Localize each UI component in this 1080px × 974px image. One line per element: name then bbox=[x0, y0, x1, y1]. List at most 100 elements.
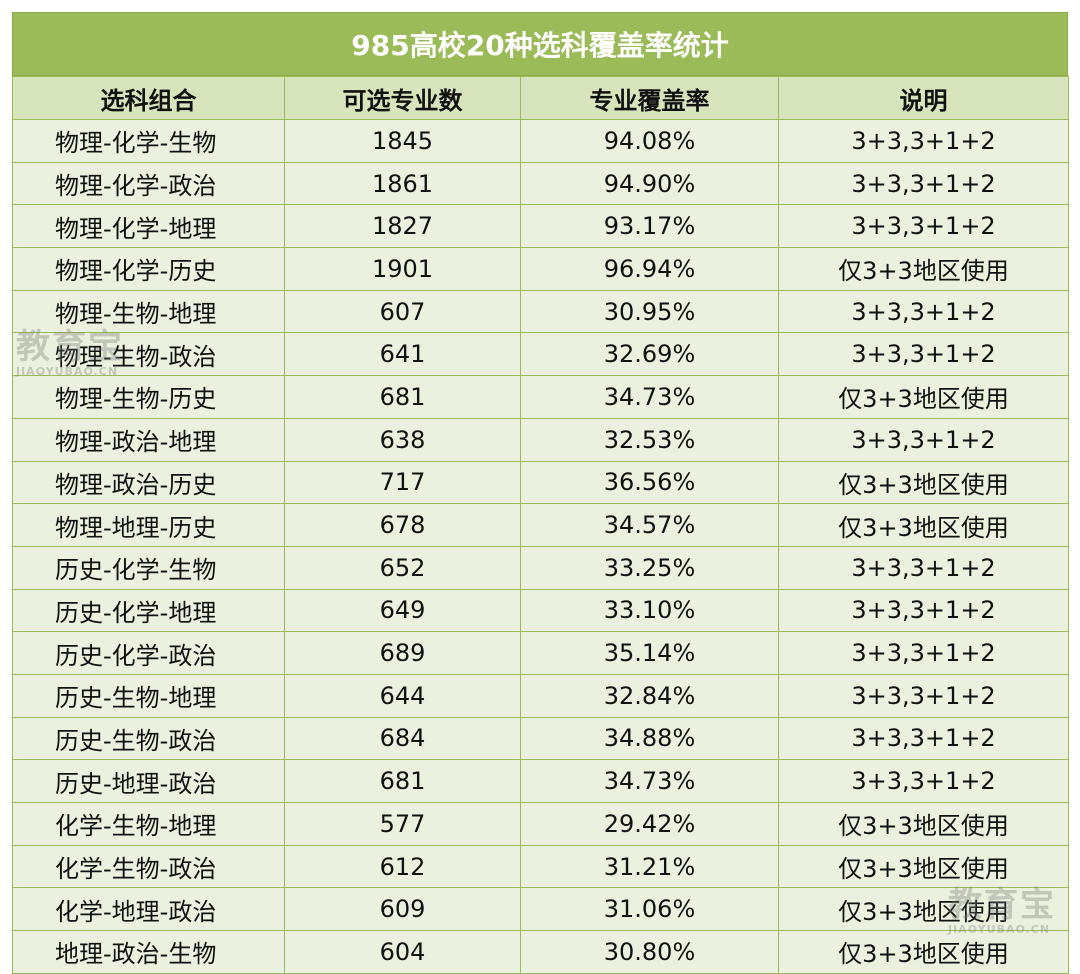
combo-cell: 物理-生物-政治 bbox=[12, 332, 285, 377]
count-cell: 681 bbox=[284, 375, 521, 419]
rate-cell: 93.17% bbox=[520, 204, 779, 249]
table-row: 物理-地理-历史 678 34.57% 仅3+3地区使用 bbox=[12, 503, 1069, 547]
header-note: 说明 bbox=[778, 76, 1069, 120]
note-cell: 仅3+3地区使用 bbox=[778, 844, 1069, 889]
coverage-table: 选科组合 可选专业数 专业覆盖率 说明 物理-化学-生物 1845 94.08% 3+… bbox=[12, 76, 1069, 974]
table-row: 物理-生物-历史 681 34.73% 仅3+3地区使用 bbox=[12, 375, 1069, 419]
table-row: 物理-化学-地理 1827 93.17% 3+3,3+1+2 bbox=[12, 204, 1069, 249]
rate-cell: 32.84% bbox=[520, 673, 779, 718]
count-cell: 681 bbox=[284, 759, 521, 803]
table-row: 物理-生物-地理 607 30.95% 3+3,3+1+2 bbox=[12, 289, 1069, 334]
count-cell: 1845 bbox=[284, 119, 521, 163]
note-cell: 仅3+3地区使用 bbox=[778, 503, 1069, 547]
table-row: 物理-政治-地理 638 32.53% 3+3,3+1+2 bbox=[12, 417, 1069, 462]
note-cell: 仅3+3地区使用 bbox=[778, 887, 1069, 932]
count-cell: 689 bbox=[284, 631, 521, 675]
table-row: 化学-生物-政治 612 31.21% 仅3+3地区使用 bbox=[12, 844, 1069, 889]
combo-cell: 化学-生物-政治 bbox=[12, 844, 285, 889]
count-cell: 684 bbox=[284, 716, 521, 761]
combo-cell: 化学-生物-地理 bbox=[12, 802, 285, 846]
note-cell: 3+3,3+1+2 bbox=[778, 289, 1069, 334]
count-cell: 607 bbox=[284, 289, 521, 334]
count-cell: 641 bbox=[284, 332, 521, 377]
note-cell: 3+3,3+1+2 bbox=[778, 161, 1069, 206]
combo-cell: 物理-政治-历史 bbox=[12, 460, 285, 505]
note-cell: 仅3+3地区使用 bbox=[778, 930, 1069, 974]
combo-cell: 历史-化学-地理 bbox=[12, 588, 285, 633]
header-row: 选科组合 可选专业数 专业覆盖率 说明 bbox=[12, 76, 1069, 120]
table-row: 历史-生物-地理 644 32.84% 3+3,3+1+2 bbox=[12, 673, 1069, 718]
combo-cell: 历史-生物-政治 bbox=[12, 716, 285, 761]
rate-cell: 32.69% bbox=[520, 332, 779, 377]
note-cell: 仅3+3地区使用 bbox=[778, 460, 1069, 505]
count-cell: 644 bbox=[284, 673, 521, 718]
rate-cell: 33.10% bbox=[520, 588, 779, 633]
combo-cell: 物理-生物-历史 bbox=[12, 375, 285, 419]
table-body: 物理-化学-生物 1845 94.08% 3+3,3+1+2 物理-化学-政治 1861 9… bbox=[12, 119, 1069, 974]
table-row: 历史-化学-生物 652 33.25% 3+3,3+1+2 bbox=[12, 545, 1069, 590]
note-cell: 仅3+3地区使用 bbox=[778, 247, 1069, 291]
combo-cell: 物理-化学-生物 bbox=[12, 119, 285, 163]
combo-cell: 历史-地理-政治 bbox=[12, 759, 285, 803]
note-cell: 3+3,3+1+2 bbox=[778, 588, 1069, 633]
rate-cell: 31.06% bbox=[520, 887, 779, 932]
header-combo: 选科组合 bbox=[12, 76, 285, 120]
rate-cell: 29.42% bbox=[520, 802, 779, 846]
count-cell: 638 bbox=[284, 417, 521, 462]
table-row: 物理-政治-历史 717 36.56% 仅3+3地区使用 bbox=[12, 460, 1069, 505]
table-row: 物理-生物-政治 641 32.69% 3+3,3+1+2 bbox=[12, 332, 1069, 377]
rate-cell: 36.56% bbox=[520, 460, 779, 505]
combo-cell: 物理-化学-地理 bbox=[12, 204, 285, 249]
rate-cell: 30.80% bbox=[520, 930, 779, 974]
rate-cell: 30.95% bbox=[520, 289, 779, 334]
combo-cell: 历史-化学-生物 bbox=[12, 545, 285, 590]
rate-cell: 31.21% bbox=[520, 844, 779, 889]
combo-cell: 物理-化学-政治 bbox=[12, 161, 285, 206]
note-cell: 3+3,3+1+2 bbox=[778, 545, 1069, 590]
count-cell: 577 bbox=[284, 802, 521, 846]
note-cell: 3+3,3+1+2 bbox=[778, 204, 1069, 249]
note-cell: 3+3,3+1+2 bbox=[778, 716, 1069, 761]
table-row: 历史-化学-政治 689 35.14% 3+3,3+1+2 bbox=[12, 631, 1069, 675]
rate-cell: 33.25% bbox=[520, 545, 779, 590]
table-title: 985高校20种选科覆盖率统计 bbox=[12, 12, 1068, 76]
table-row: 化学-生物-地理 577 29.42% 仅3+3地区使用 bbox=[12, 802, 1069, 846]
table-row: 物理-化学-历史 1901 96.94% 仅3+3地区使用 bbox=[12, 247, 1069, 291]
note-cell: 3+3,3+1+2 bbox=[778, 673, 1069, 718]
table-row: 地理-政治-生物 604 30.80% 仅3+3地区使用 bbox=[12, 930, 1069, 974]
rate-cell: 94.90% bbox=[520, 161, 779, 206]
combo-cell: 物理-化学-历史 bbox=[12, 247, 285, 291]
rate-cell: 94.08% bbox=[520, 119, 779, 163]
count-cell: 652 bbox=[284, 545, 521, 590]
count-cell: 717 bbox=[284, 460, 521, 505]
count-cell: 1827 bbox=[284, 204, 521, 249]
table-row: 历史-生物-政治 684 34.88% 3+3,3+1+2 bbox=[12, 716, 1069, 761]
count-cell: 1901 bbox=[284, 247, 521, 291]
table-row: 历史-地理-政治 681 34.73% 3+3,3+1+2 bbox=[12, 759, 1069, 803]
note-cell: 3+3,3+1+2 bbox=[778, 417, 1069, 462]
note-cell: 仅3+3地区使用 bbox=[778, 802, 1069, 846]
rate-cell: 34.73% bbox=[520, 759, 779, 803]
rate-cell: 32.53% bbox=[520, 417, 779, 462]
note-cell: 3+3,3+1+2 bbox=[778, 631, 1069, 675]
rate-cell: 34.88% bbox=[520, 716, 779, 761]
rate-cell: 35.14% bbox=[520, 631, 779, 675]
rate-cell: 34.73% bbox=[520, 375, 779, 419]
header-count: 可选专业数 bbox=[284, 76, 521, 120]
note-cell: 3+3,3+1+2 bbox=[778, 759, 1069, 803]
header-rate: 专业覆盖率 bbox=[520, 76, 779, 120]
count-cell: 612 bbox=[284, 844, 521, 889]
count-cell: 609 bbox=[284, 887, 521, 932]
table-row: 历史-化学-地理 649 33.10% 3+3,3+1+2 bbox=[12, 588, 1069, 633]
coverage-table-sheet: 985高校20种选科覆盖率统计 选科组合 可选专业数 专业覆盖率 说明 物理-化… bbox=[12, 12, 1069, 974]
count-cell: 678 bbox=[284, 503, 521, 547]
count-cell: 604 bbox=[284, 930, 521, 974]
rate-cell: 34.57% bbox=[520, 503, 779, 547]
combo-cell: 物理-生物-地理 bbox=[12, 289, 285, 334]
note-cell: 仅3+3地区使用 bbox=[778, 375, 1069, 419]
table-row: 物理-化学-生物 1845 94.08% 3+3,3+1+2 bbox=[12, 119, 1069, 163]
combo-cell: 历史-化学-政治 bbox=[12, 631, 285, 675]
count-cell: 1861 bbox=[284, 161, 521, 206]
combo-cell: 物理-地理-历史 bbox=[12, 503, 285, 547]
table-row: 物理-化学-政治 1861 94.90% 3+3,3+1+2 bbox=[12, 161, 1069, 206]
